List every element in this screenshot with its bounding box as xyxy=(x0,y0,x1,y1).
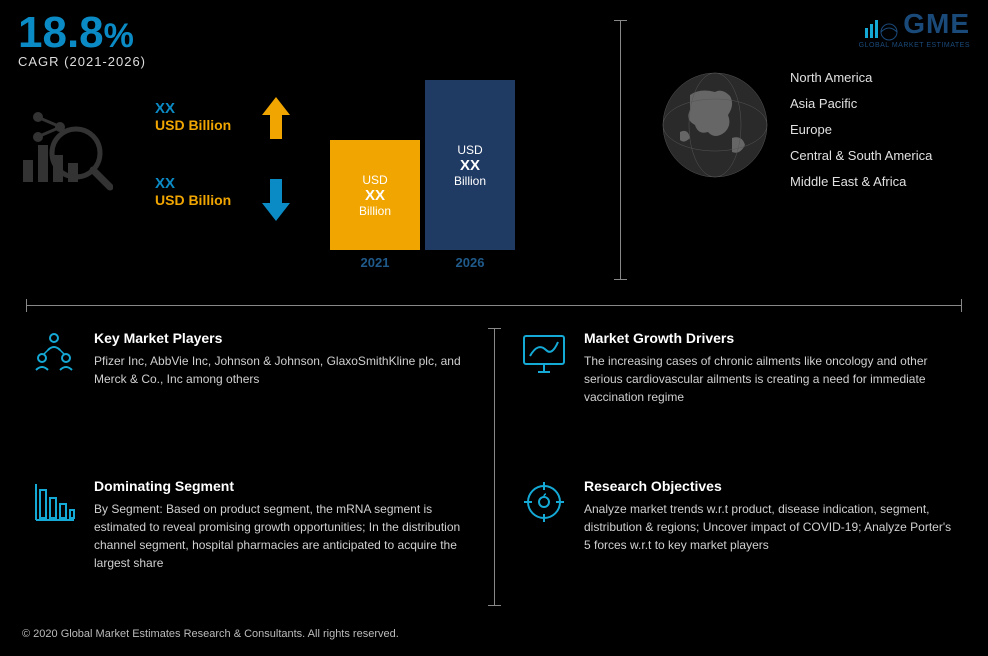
arrow-down-icon xyxy=(260,175,292,228)
quad-title: Dominating Segment xyxy=(94,478,470,494)
cagr-label: CAGR (2021-2026) xyxy=(18,54,146,69)
quad-research-objectives: Research Objectives Analyze market trend… xyxy=(520,478,960,554)
region-item: Middle East & Africa xyxy=(790,169,932,195)
divider-tick xyxy=(488,328,501,329)
quad-body: The increasing cases of chronic ailments… xyxy=(584,352,960,406)
cagr-percent: % xyxy=(104,17,134,55)
quad-dominating-segment: Dominating Segment By Segment: Based on … xyxy=(30,478,470,572)
analysis-icon xyxy=(18,105,113,200)
market-low: XX USD Billion xyxy=(155,175,231,208)
divider-tick xyxy=(614,20,627,21)
region-item: Europe xyxy=(790,117,932,143)
divider-tick xyxy=(488,605,501,606)
monitor-chart-icon xyxy=(520,330,568,383)
divider-tick xyxy=(26,299,27,312)
market-high-unit: USD Billion xyxy=(155,117,231,133)
people-icon xyxy=(30,330,78,383)
market-bar-chart: USD XX Billion USD XX Billion 2021 2026 xyxy=(330,70,550,270)
bar-2026-usd: USD xyxy=(425,143,515,157)
market-low-unit: USD Billion xyxy=(155,192,231,208)
bar-year-2021: 2021 xyxy=(330,255,420,270)
regions-list: North America Asia Pacific Europe Centra… xyxy=(790,65,932,195)
copyright-text: © 2020 Global Market Estimates Research … xyxy=(22,628,399,640)
cagr-block: 18.8% CAGR (2021-2026) xyxy=(18,8,146,69)
divider-vertical-mid xyxy=(494,328,495,606)
bar-year-2026: 2026 xyxy=(425,255,515,270)
bar-2021-usd: USD xyxy=(330,173,420,187)
quad-title: Key Market Players xyxy=(94,330,470,346)
market-low-xx: XX xyxy=(155,175,231,192)
cagr-value: 18.8 xyxy=(18,8,104,58)
logo-subtext: GLOBAL MARKET ESTIMATES xyxy=(859,42,970,49)
bar-chart-icon xyxy=(30,478,78,531)
region-item: Asia Pacific xyxy=(790,91,932,117)
quad-title: Market Growth Drivers xyxy=(584,330,960,346)
region-item: Central & South America xyxy=(790,143,932,169)
logo-text: GME xyxy=(903,8,970,39)
divider-tick xyxy=(614,279,627,280)
target-icon xyxy=(520,478,568,531)
bar-2026-xx: XX xyxy=(425,157,515,174)
market-high-xx: XX xyxy=(155,100,231,117)
bar-2026-unit: Billion xyxy=(425,174,515,188)
quad-title: Research Objectives xyxy=(584,478,960,494)
market-high: XX USD Billion xyxy=(155,100,231,133)
quad-body: Analyze market trends w.r.t product, dis… xyxy=(584,500,960,554)
bar-2021: USD XX Billion xyxy=(330,140,420,250)
quad-body: By Segment: Based on product segment, th… xyxy=(94,500,470,572)
region-item: North America xyxy=(790,65,932,91)
bar-2021-xx: XX xyxy=(330,187,420,204)
quad-key-players: Key Market Players Pfizer Inc, AbbVie In… xyxy=(30,330,470,388)
divider-tick xyxy=(961,299,962,312)
bar-2021-unit: Billion xyxy=(330,204,420,218)
arrow-up-icon xyxy=(260,95,292,148)
bar-2026: USD XX Billion xyxy=(425,80,515,250)
quad-growth-drivers: Market Growth Drivers The increasing cas… xyxy=(520,330,960,406)
divider-vertical-top xyxy=(620,20,621,280)
divider-horizontal xyxy=(26,305,962,306)
gme-logo: GME GLOBAL MARKET ESTIMATES xyxy=(859,8,970,49)
quad-body: Pfizer Inc, AbbVie Inc, Johnson & Johnso… xyxy=(94,352,470,388)
globe-icon xyxy=(660,70,770,185)
